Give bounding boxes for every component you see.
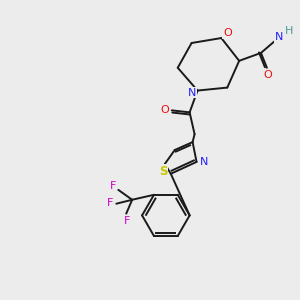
- Text: H: H: [284, 26, 293, 36]
- Text: O: O: [160, 105, 169, 116]
- Text: O: O: [263, 70, 272, 80]
- Text: S: S: [159, 165, 167, 178]
- Text: N: N: [274, 32, 283, 42]
- Text: F: F: [110, 181, 116, 191]
- Text: N: N: [200, 157, 209, 167]
- Text: N: N: [188, 88, 196, 98]
- Text: O: O: [223, 28, 232, 38]
- Text: F: F: [124, 216, 130, 226]
- Text: F: F: [107, 198, 114, 208]
